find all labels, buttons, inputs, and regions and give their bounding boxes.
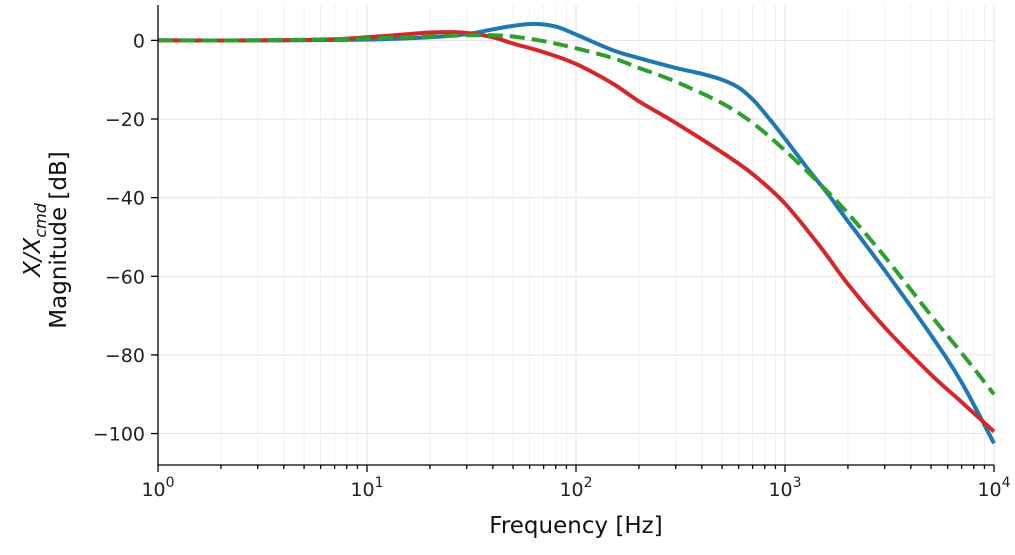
y-tick-label: −100	[93, 424, 145, 446]
x-tick-label: 103	[768, 475, 801, 501]
series-line-3	[157, 33, 996, 396]
y-axis-title-subscript: cmd	[31, 202, 50, 237]
series-layer	[157, 21, 996, 445]
y-tick-label: −80	[105, 345, 145, 367]
y-axis-title: X/Xcmd Magnitude [dB]	[20, 151, 72, 329]
x-tick-label: 101	[350, 475, 383, 501]
y-tick-label: 0	[133, 30, 145, 52]
y-tick-label: −60	[105, 266, 145, 288]
y-axis-title-units: Magnitude [dB]	[46, 151, 72, 329]
x-tick-label: 100	[141, 475, 174, 501]
grid	[157, 5, 995, 465]
y-tick-label: −40	[105, 188, 145, 210]
x-axis-title: Frequency [Hz]	[489, 513, 662, 539]
x-tick-label: 104	[977, 475, 1010, 501]
x-tick-label: 102	[559, 475, 592, 501]
y-axis-title-symbol: X/X	[20, 236, 46, 278]
svg-text:X/Xcmd: X/Xcmd	[20, 202, 50, 278]
series-line-1	[157, 21, 996, 445]
series-line-2	[157, 30, 996, 434]
y-tick-label: −20	[105, 109, 145, 131]
ticks: 100 101 102 103 104 0 −20 −40 −60 −80 −100	[93, 30, 1011, 501]
